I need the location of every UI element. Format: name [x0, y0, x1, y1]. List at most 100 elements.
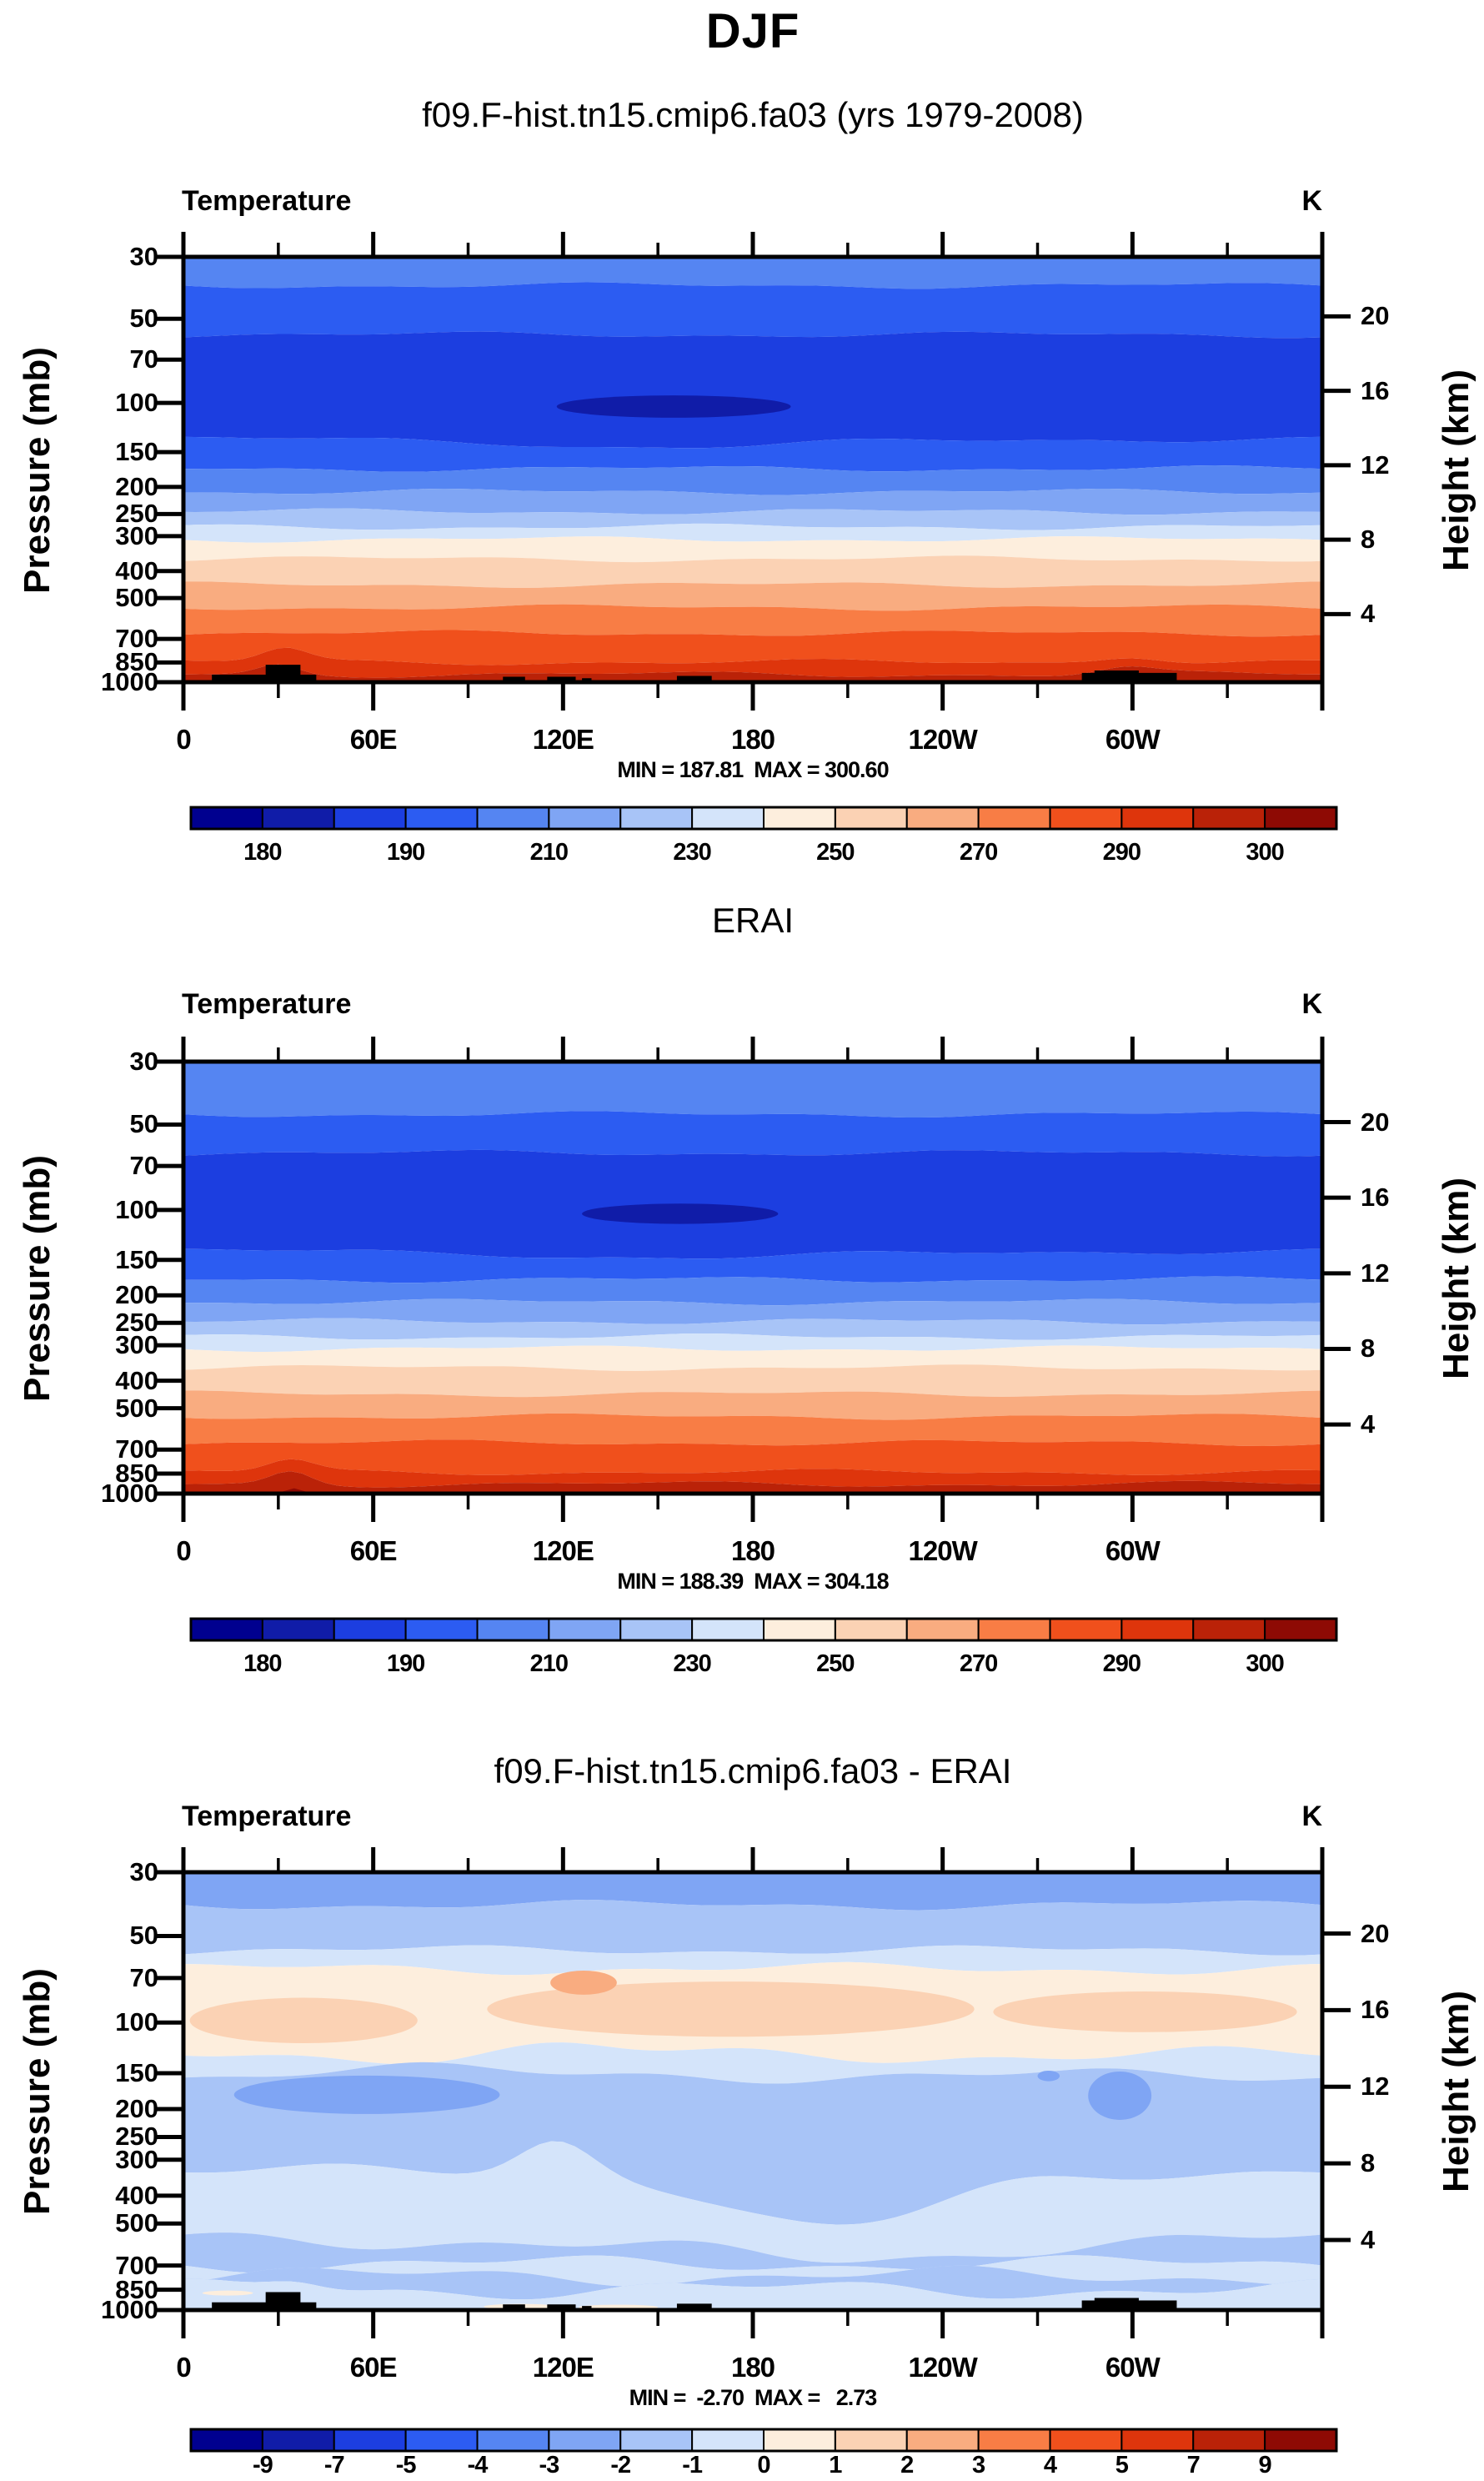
pressure-tick-label: 500 [115, 1393, 158, 1423]
colorbar-label: -5 [395, 2452, 417, 2478]
contour-blob [582, 1203, 779, 1224]
colorbar-box [1264, 806, 1337, 830]
colorbar-box [1049, 2428, 1123, 2452]
colorbar-label: 210 [529, 1650, 569, 1677]
x-tick-label: 120E [532, 1535, 594, 1566]
pressure-tick-label: 150 [115, 2057, 158, 2087]
colorbar-box [476, 1618, 550, 1641]
contour-band [183, 489, 1322, 515]
pressure-tick-label: 70 [129, 1151, 158, 1181]
colorbar-box [977, 806, 1051, 830]
panel2-height-axis-title: Height (km) [1436, 1178, 1476, 1379]
page-title: DJF [705, 4, 800, 58]
colorbar-box [619, 806, 694, 830]
topography-mask [265, 665, 301, 682]
panel3-minmax-label: MIN = -2.70 MAX = 2.73 [629, 2385, 878, 2410]
colorbar-label: 3 [972, 2452, 985, 2478]
colorbar-box [261, 2428, 335, 2452]
colorbar-box [834, 806, 908, 830]
contour-band [183, 436, 1322, 472]
colorbar-box [619, 2428, 694, 2452]
contour-band [183, 1945, 1322, 1976]
x-tick-label: 60W [1105, 1535, 1161, 1566]
contour-band [183, 1459, 1322, 1488]
x-tick-label: 120E [532, 724, 594, 755]
colorbar-box [548, 1618, 622, 1641]
contour-band [183, 536, 1322, 563]
colorbar-label: -4 [467, 2452, 489, 2478]
colorbar-label: 290 [1102, 839, 1141, 866]
panel3-height-axis-title: Height (km) [1436, 1991, 1476, 2192]
pressure-tick-label: 850 [115, 647, 158, 677]
colorbar-box [1121, 1618, 1195, 1641]
panel1-height-axis-title: Height (km) [1436, 369, 1476, 571]
contour-band [183, 1345, 1322, 1371]
colorbar-box [1192, 2428, 1266, 2452]
contour-band [183, 257, 1322, 289]
pressure-tick-label: 250 [115, 1308, 158, 1338]
contour-blob [1088, 2071, 1152, 2120]
height-tick-label: 16 [1361, 1183, 1390, 1213]
colorbar-label: 1 [829, 2452, 842, 2478]
x-tick-label: 60E [349, 2352, 398, 2383]
colorbar-box [333, 2428, 407, 2452]
pressure-tick-label: 300 [115, 1330, 158, 1360]
colorbar-box [1121, 2428, 1195, 2452]
colorbar-label: 210 [529, 839, 569, 866]
colorbar-box [691, 2428, 765, 2452]
contour-band [183, 1364, 1322, 1398]
panel3-title: f09.F-hist.tn15.cmip6.fa03 - ERAI [494, 1751, 1012, 1790]
contour-band [183, 1298, 1322, 1325]
colorbar-label: 290 [1102, 1650, 1141, 1677]
colorbar-label: -7 [323, 2452, 345, 2478]
colorbar-box [1121, 806, 1195, 830]
contour-band [183, 1149, 1322, 1259]
colorbar-border [189, 1617, 1338, 1642]
contour-blob [202, 2290, 253, 2296]
colorbar [189, 1617, 1338, 1642]
colorbar-box [763, 2428, 836, 2452]
height-tick-label: 4 [1361, 599, 1376, 629]
pressure-tick-label: 300 [115, 520, 158, 550]
contour-blob [550, 1971, 617, 1995]
contour-blob [556, 395, 791, 418]
contour-band [183, 1439, 1322, 1475]
colorbar-box [834, 1618, 908, 1641]
pressure-tick-label: 1000 [101, 667, 158, 696]
colorbar-box [905, 1618, 980, 1641]
pressure-tick-label: 500 [115, 583, 158, 613]
pressure-tick-label: 250 [115, 2122, 158, 2152]
panel2-field-label: Temperature [182, 988, 352, 1020]
height-tick-label: 12 [1361, 1258, 1390, 1288]
colorbar-label: -3 [539, 2452, 559, 2478]
contour-band [183, 2232, 1322, 2273]
colorbar-box [476, 2428, 550, 2452]
contour-band [183, 2255, 1322, 2287]
x-tick-label: 0 [176, 1535, 191, 1566]
colorbar-label: 190 [386, 1650, 425, 1677]
x-tick-label: 0 [176, 2352, 191, 2383]
colorbar-box [548, 2428, 622, 2452]
height-tick-label: 8 [1361, 2148, 1376, 2178]
pressure-tick-label: 70 [129, 344, 158, 374]
colorbar-box [476, 806, 550, 830]
colorbar-box [1049, 806, 1123, 830]
colorbar-label: 270 [959, 1650, 998, 1677]
pressure-tick-label: 50 [129, 304, 158, 334]
contour-band [183, 647, 1322, 678]
contour-band [183, 1111, 1322, 1157]
colorbar-label: 4 [1043, 2452, 1057, 2478]
colorbar-box [977, 2428, 1051, 2452]
pressure-tick-label: 30 [129, 242, 158, 271]
colorbar-box [619, 1618, 694, 1641]
colorbar-label: 230 [673, 1650, 711, 1677]
colorbar [189, 806, 1338, 831]
pressure-tick-label: 30 [129, 1857, 158, 1886]
pressure-tick-label: 200 [115, 1280, 158, 1310]
height-tick-label: 16 [1361, 1995, 1390, 2025]
pressure-tick-label: 250 [115, 499, 158, 529]
pressure-tick-label: 200 [115, 471, 158, 501]
height-tick-label: 16 [1361, 375, 1390, 405]
contour-band [183, 604, 1322, 637]
